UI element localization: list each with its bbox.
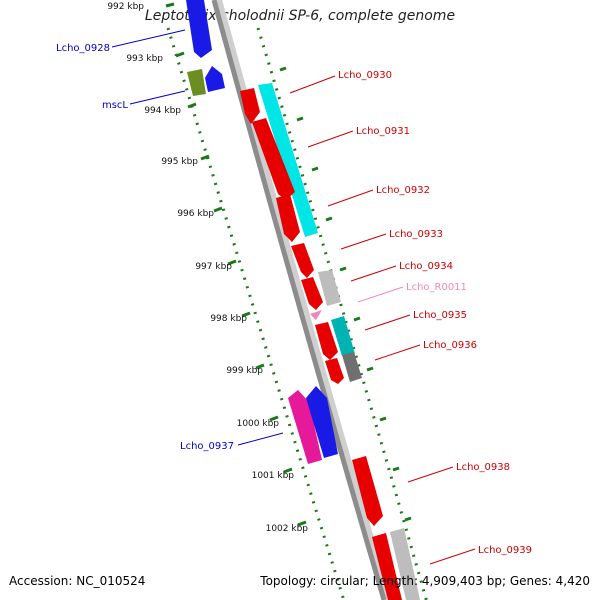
label-lcho-0938[interactable]: Lcho_0938 — [456, 462, 510, 473]
leader-lcho-0934 — [350, 265, 397, 282]
ruler-label-997: 997 kbp — [195, 262, 232, 272]
gene-labels: Lcho_0928 mscL Lcho_0930 Lcho_0931 Lcho_… — [56, 43, 532, 556]
topology-label: Topology: — [260, 574, 317, 588]
label-lcho-0928[interactable]: Lcho_0928 — [56, 43, 110, 54]
gene-lcho-0935-arrow[interactable] — [315, 322, 338, 360]
ruler-label-1002: 1002 kbp — [266, 524, 309, 534]
gene-lcho-0936-arrow[interactable] — [325, 358, 344, 384]
label-lcho-0933[interactable]: Lcho_0933 — [389, 229, 443, 240]
inner-ruler-dotted — [166, 27, 346, 600]
gene-lcho-0932-arrow[interactable] — [276, 194, 300, 242]
ruler-label-1000: 1000 kbp — [237, 419, 280, 429]
leader-mscl — [129, 90, 186, 105]
outer-ruler-dotted — [256, 27, 428, 600]
ruler-label-998: 998 kbp — [210, 314, 247, 324]
leader-lcho-0936 — [374, 344, 421, 361]
leader-lcho-0938 — [407, 466, 454, 483]
gene-olive-arrow[interactable] — [187, 69, 206, 96]
label-lcho-0939[interactable]: Lcho_0939 — [478, 545, 532, 556]
label-lcho-0935[interactable]: Lcho_0935 — [413, 310, 467, 321]
ruler-label-996: 996 kbp — [177, 209, 214, 219]
gene-lcho-0930-cyan[interactable] — [258, 83, 318, 237]
leader-lcho-0931 — [307, 130, 354, 148]
leader-lcho-0935 — [364, 314, 411, 331]
ruler-labels: 992 kbp 993 kbp 994 kbp 995 kbp 996 kbp … — [107, 2, 308, 534]
label-lcho-r0011[interactable]: Lcho_R0011 — [406, 282, 467, 293]
label-lcho-0931[interactable]: Lcho_0931 — [356, 126, 410, 137]
gene-lcho-0939-arrow[interactable] — [372, 533, 402, 600]
leader-lcho-r0011 — [357, 286, 404, 303]
ruler-tick-marks — [165, 2, 412, 527]
ruler-label-995: 995 kbp — [161, 157, 198, 167]
leader-lcho-0939 — [429, 548, 476, 565]
label-lcho-0930[interactable]: Lcho_0930 — [338, 70, 392, 81]
genes-value: 4,420 — [555, 574, 590, 588]
topology-value: circular; — [320, 574, 369, 588]
gene-lcho-0931-arrow[interactable] — [252, 118, 295, 200]
gene-lcho-0930-arrow[interactable] — [240, 88, 260, 124]
gene-lcho-0937-pink-arrow[interactable] — [288, 390, 322, 464]
leader-lcho-0930 — [289, 75, 336, 94]
label-lcho-0934[interactable]: Lcho_0934 — [399, 261, 453, 272]
leader-lcho-0928 — [111, 29, 186, 48]
length-value: 4,909,403 bp; — [421, 574, 507, 588]
backbone-shadow — [214, 0, 392, 600]
gene-lcho-r0011-arrow[interactable] — [310, 310, 322, 320]
gene-mscl-arrow[interactable] — [205, 66, 225, 92]
leader-lcho-0932 — [327, 189, 374, 207]
gene-lcho-0937-arrow[interactable] — [306, 386, 338, 458]
ruler-label-999: 999 kbp — [226, 366, 263, 376]
accession-label: Accession: — [9, 574, 73, 588]
leader-lines — [111, 29, 476, 565]
ruler-label-993: 993 kbp — [126, 54, 163, 64]
accession-info: Accession: NC_010524 — [9, 574, 145, 588]
ruler-label-992: 992 kbp — [107, 2, 144, 12]
leader-lcho-0933 — [340, 233, 387, 250]
gene-lcho-0936-grey[interactable] — [342, 352, 362, 382]
ruler-label-1001: 1001 kbp — [252, 471, 295, 481]
gene-lcho-0938-arrow[interactable] — [352, 456, 383, 526]
leader-lcho-0937 — [237, 432, 284, 446]
accession-value: NC_010524 — [76, 574, 146, 588]
ruler-label-994: 994 kbp — [144, 106, 181, 116]
genome-backbone — [211, 0, 387, 600]
label-lcho-0936[interactable]: Lcho_0936 — [423, 340, 477, 351]
genes-label: Genes: — [509, 574, 552, 588]
gene-lcho-0934-arrow[interactable] — [301, 277, 323, 310]
genome-stats: Topology: circular; Length: 4,909,403 bp… — [260, 574, 590, 588]
gene-lcho-0933-arrow[interactable] — [291, 243, 314, 278]
gene-lcho-0939-grey[interactable] — [390, 528, 420, 600]
gene-lcho-0935-cyan[interactable] — [331, 316, 355, 356]
label-mscl[interactable]: mscL — [102, 100, 128, 111]
length-label: Length: — [372, 574, 419, 588]
label-lcho-0937[interactable]: Lcho_0937 — [180, 441, 234, 452]
gene-lcho-0928-arrow[interactable] — [186, 0, 212, 58]
gene-lcho-0934-grey[interactable] — [318, 270, 341, 306]
label-lcho-0932[interactable]: Lcho_0932 — [376, 185, 430, 196]
